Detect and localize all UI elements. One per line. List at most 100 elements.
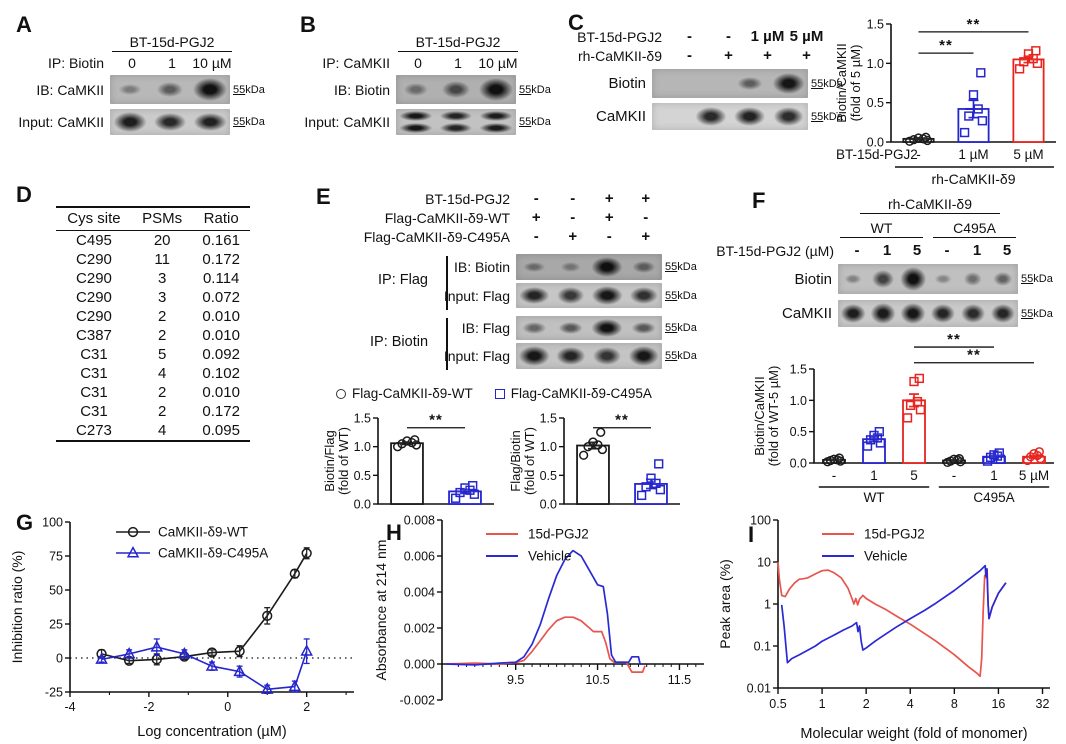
- table-cell: 0.095: [202, 422, 240, 439]
- svg-text:2: 2: [863, 697, 870, 711]
- cond-label: rh-CaMKII-δ9: [577, 47, 662, 64]
- svg-text:0.0: 0.0: [354, 498, 371, 512]
- bracket-line: [446, 256, 448, 310]
- svg-text:75: 75: [49, 550, 63, 564]
- svg-text:**: **: [429, 412, 443, 429]
- protein-band: [872, 269, 894, 289]
- svg-text:BT-15d-PGJ2: BT-15d-PGJ2: [836, 147, 918, 162]
- blot-row-label: Input: CaMKII: [304, 114, 390, 130]
- table-cell: 4: [157, 422, 167, 439]
- cond-value: -: [533, 228, 539, 245]
- table-cell: C31: [80, 403, 108, 420]
- svg-text:0.0: 0.0: [540, 498, 557, 512]
- treatment-header: BT-15d-PGJ2: [112, 34, 232, 52]
- blot-strip: [516, 254, 662, 280]
- cond-values: - + - +: [518, 228, 664, 245]
- blot-row-label: IB: Biotin: [453, 259, 510, 275]
- table-cell: 5: [157, 346, 167, 363]
- svg-text:Inhibition ratio (%): Inhibition ratio (%): [9, 551, 25, 664]
- blot-row-label: CaMKII: [781, 305, 832, 322]
- protein-band: [193, 78, 227, 101]
- svg-text:32: 32: [1036, 697, 1050, 711]
- rh-camkii-header: rh-CaMKII-δ9: [860, 196, 1000, 214]
- protein-band: [844, 273, 862, 285]
- cond-label: Flag-CaMKII-δ9-C495A: [363, 228, 510, 245]
- protein-band: [773, 107, 804, 126]
- protein-band: [479, 78, 513, 101]
- svg-text:0.008: 0.008: [404, 514, 435, 528]
- cond-value: -: [726, 28, 731, 45]
- table-cell: 0.172: [202, 251, 240, 268]
- lane-labels: 0 1 10 µM: [398, 55, 518, 71]
- cond-label: BT-15d-PGJ2: [425, 190, 510, 207]
- legend-label: Flag-CaMKII-δ9-C495A: [510, 386, 652, 401]
- ip-flag-group: IP: Flag IB: Biotin 55kDa Input: Flag 55…: [300, 254, 698, 310]
- svg-text:0.002: 0.002: [404, 622, 435, 636]
- table-row: C290 3 0.072: [56, 288, 250, 307]
- table-row: C31 2 0.172: [56, 402, 250, 421]
- blot-strip: [110, 75, 230, 104]
- table-cell: 0.161: [202, 232, 240, 249]
- panel-i: I 0.01 0.1 1 10 100 0.5 1 2 4 8 16 32 Peak area (%) M…: [716, 502, 1066, 744]
- svg-text:**: **: [967, 16, 981, 33]
- svg-text:4: 4: [907, 697, 914, 711]
- cond-value: -: [687, 28, 692, 45]
- svg-text:15d-PGJ2: 15d-PGJ2: [864, 527, 925, 542]
- treatment-header: BT-15d-PGJ2: [398, 34, 518, 52]
- table-cell: 0.102: [202, 365, 240, 382]
- svg-text:0.5: 0.5: [790, 425, 807, 439]
- protein-band: [629, 287, 658, 304]
- cond-value: 1 µM: [750, 28, 785, 45]
- table-row: C290 2 0.010: [56, 307, 250, 326]
- protein-band: [560, 262, 582, 272]
- svg-text:15d-PGJ2: 15d-PGJ2: [528, 527, 589, 542]
- svg-text:-: -: [916, 147, 921, 162]
- table-cell: 0.114: [202, 270, 240, 287]
- blot-strip: [838, 300, 1018, 327]
- blot-row-label: Biotin: [608, 75, 646, 92]
- svg-text:1.5: 1.5: [540, 412, 557, 426]
- mw-marker: 55kDa: [519, 116, 551, 128]
- table-cell: C31: [80, 346, 108, 363]
- table-header: PSMs: [131, 207, 193, 231]
- protein-band: [399, 122, 433, 134]
- lane-label: 1: [168, 55, 176, 71]
- cond-values: - - 1 µM 5 µM: [670, 28, 826, 45]
- cond-value: -: [570, 209, 576, 226]
- svg-text:5 µM: 5 µM: [1019, 468, 1049, 483]
- table-cell: 11: [154, 251, 170, 268]
- svg-text:CaMKII-δ9-C495A: CaMKII-δ9-C495A: [158, 546, 268, 561]
- blot-strip: [396, 109, 516, 135]
- cond-value: +: [763, 47, 772, 64]
- svg-text:-0.002: -0.002: [400, 694, 435, 708]
- blot-row-label: Input: Flag: [443, 348, 510, 364]
- svg-text:Vehicle: Vehicle: [528, 549, 572, 564]
- cond-value: +: [641, 228, 651, 245]
- blot-row-label: IB: Flag: [461, 320, 510, 336]
- mw-marker: 55kDa: [1021, 273, 1053, 285]
- protein-band: [154, 112, 186, 132]
- protein-band: [900, 303, 926, 324]
- blot-strip: [652, 103, 808, 130]
- svg-text:-2: -2: [143, 700, 154, 714]
- blot-strip: [516, 283, 662, 308]
- svg-text:8: 8: [951, 697, 958, 711]
- blot-row-label: Input: CaMKII: [18, 114, 104, 130]
- cond-value: +: [724, 47, 733, 64]
- protein-band: [733, 106, 766, 127]
- protein-band: [519, 286, 549, 305]
- svg-text:0.004: 0.004: [404, 586, 435, 600]
- protein-band: [631, 321, 657, 335]
- panel-label-f: F: [752, 188, 766, 213]
- mw-marker: 55kDa: [665, 261, 697, 273]
- cond-value: 5 µM: [789, 28, 824, 45]
- svg-text:Vehicle: Vehicle: [864, 549, 908, 564]
- cond-values: - - + +: [518, 190, 664, 207]
- protein-band: [439, 110, 473, 122]
- svg-text:CaMKII-δ9-WT: CaMKII-δ9-WT: [158, 525, 248, 540]
- protein-band: [930, 303, 956, 324]
- svg-text:1 µM: 1 µM: [958, 147, 988, 162]
- ip-label: IP: Biotin: [47, 55, 104, 71]
- table-cell: 2: [157, 384, 167, 401]
- table-cell: C290: [76, 308, 112, 325]
